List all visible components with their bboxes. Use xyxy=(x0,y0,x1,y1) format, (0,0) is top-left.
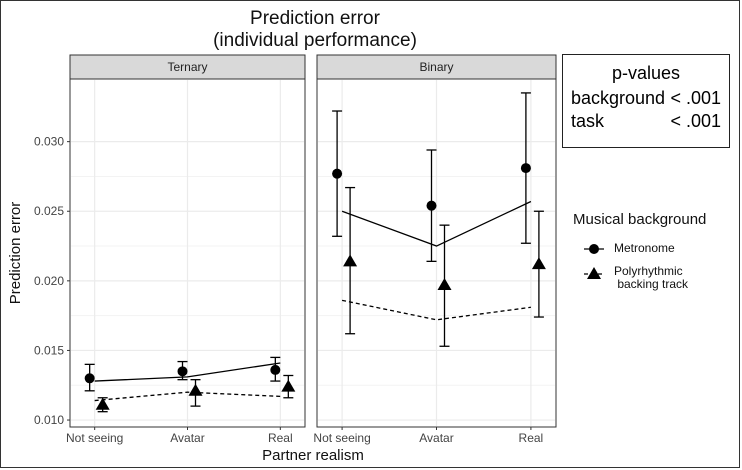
y-axis-title: Prediction error xyxy=(7,202,24,305)
x-tick-label: Avatar xyxy=(419,431,453,445)
point-polyrhythmic xyxy=(95,397,110,410)
point-polyrhythmic xyxy=(531,257,546,270)
y-tick-label: 0.025 xyxy=(34,204,64,218)
facet-label-ternary: Ternary xyxy=(167,60,207,74)
pvalues-box: p-values background < .001 task < .001 xyxy=(562,54,730,148)
legend-key-marker-polyrhythmic xyxy=(587,267,601,279)
pvalue-label-background: background xyxy=(571,88,666,108)
point-metronome xyxy=(332,168,343,179)
y-tick-label: 0.010 xyxy=(34,413,64,427)
point-polyrhythmic xyxy=(343,254,358,267)
x-tick-label: Avatar xyxy=(170,431,204,445)
x-tick-label: Real xyxy=(519,431,544,445)
legend-label-metronome: Metronome xyxy=(614,241,675,255)
point-metronome xyxy=(177,366,188,377)
y-tick-label: 0.030 xyxy=(34,135,64,149)
chart-title: Prediction error xyxy=(250,8,380,29)
pvalue-label-task: task xyxy=(571,111,605,131)
facet-strip-ternary xyxy=(69,54,306,80)
facet-label-binary: Binary xyxy=(419,60,453,74)
fit-line-polyrhythmic xyxy=(94,391,281,402)
point-polyrhythmic xyxy=(188,383,203,396)
y-tick-label: 0.015 xyxy=(34,343,64,357)
point-polyrhythmic xyxy=(281,379,296,392)
point-metronome xyxy=(426,200,437,211)
point-metronome xyxy=(270,364,281,375)
legend-key-marker-metronome xyxy=(589,244,599,254)
pvalues-header: p-values xyxy=(611,63,681,83)
x-tick-label: Real xyxy=(268,431,293,445)
x-tick-label: Not seeing xyxy=(66,431,123,445)
legend-title: Musical background xyxy=(573,211,707,228)
fit-line-metronome xyxy=(94,362,281,382)
point-metronome xyxy=(84,373,95,384)
x-axis-title: Partner realism xyxy=(262,447,364,464)
fit-line-metronome xyxy=(341,200,532,247)
point-metronome xyxy=(520,163,531,174)
legend-label-polyrhythmic: Polyrhythmic backing track xyxy=(614,264,689,291)
chart-subtitle: (individual performance) xyxy=(213,30,417,51)
facet-strip-binary xyxy=(316,54,557,80)
pvalue-value-task: < .001 xyxy=(670,111,721,131)
x-tick-label: Not seeing xyxy=(313,431,370,445)
y-tick-label: 0.020 xyxy=(34,274,64,288)
pvalue-value-background: < .001 xyxy=(670,88,721,108)
point-polyrhythmic xyxy=(437,278,452,291)
